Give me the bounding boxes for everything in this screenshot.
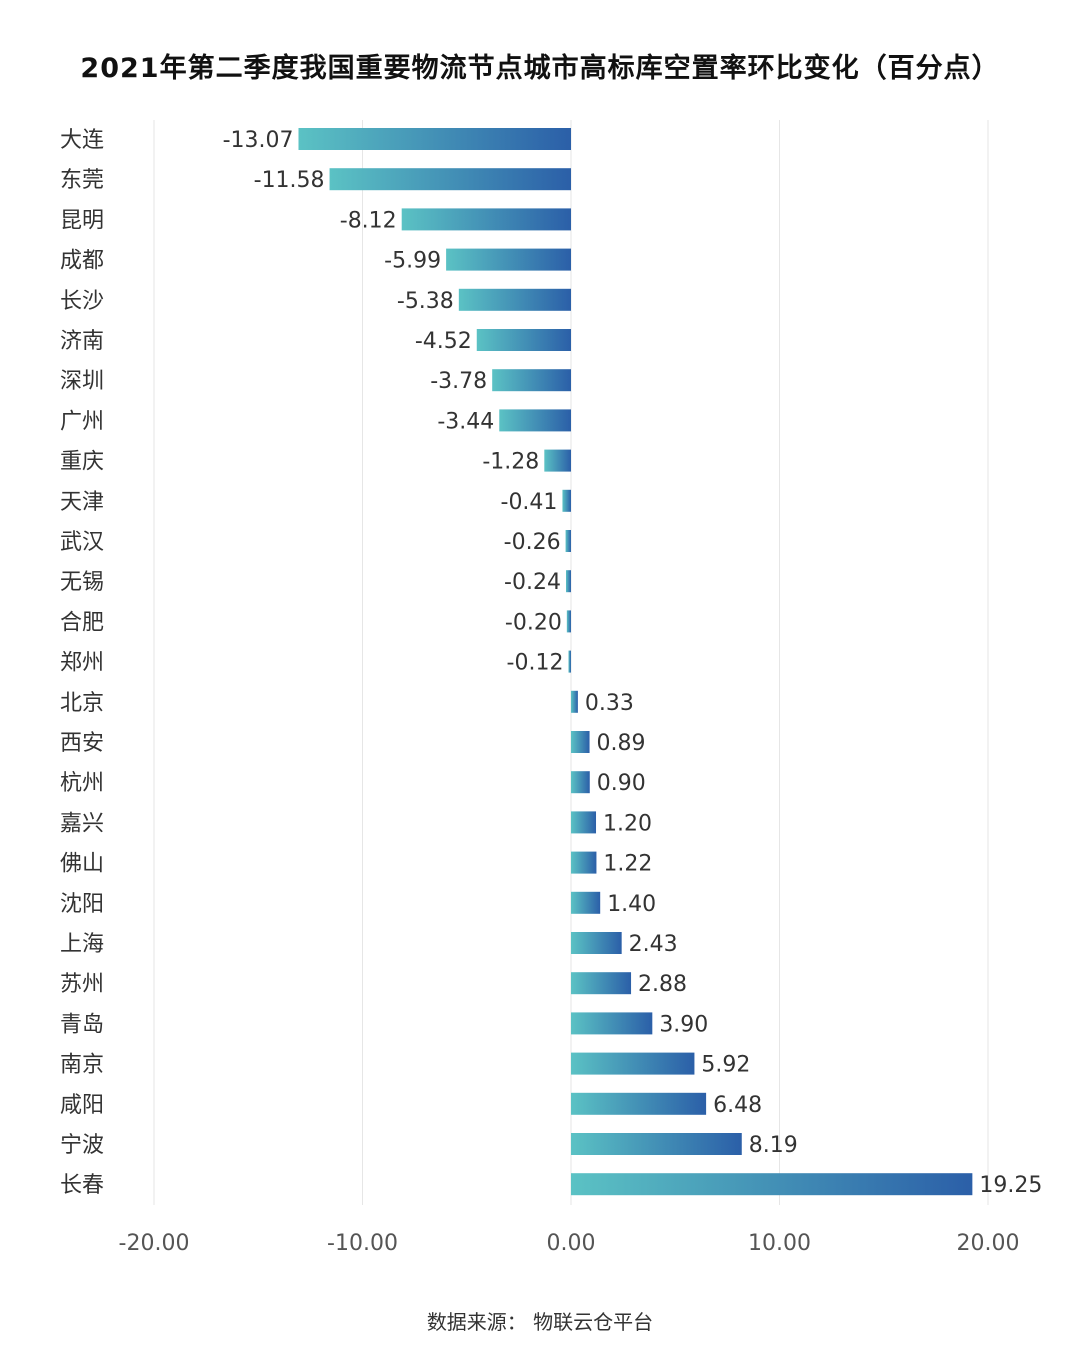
value-label: 5.92 [701, 1053, 750, 1078]
value-label: 0.33 [585, 691, 634, 716]
category-label: 广州 [60, 409, 104, 434]
category-label: 成都 [60, 249, 104, 274]
category-label: 咸阳 [60, 1093, 104, 1118]
bar [571, 690, 578, 713]
category-label: 长春 [60, 1173, 104, 1198]
x-tick-label: -20.00 [119, 1231, 190, 1256]
bars [298, 128, 973, 1196]
category-label: 上海 [60, 932, 104, 957]
value-label: 0.89 [597, 731, 646, 756]
x-tick-label: 20.00 [957, 1231, 1020, 1256]
value-label: -13.07 [223, 128, 294, 153]
category-label: 宁波 [60, 1133, 104, 1158]
bar [298, 128, 571, 150]
category-label: 武汉 [60, 530, 104, 555]
value-label: 1.40 [607, 892, 656, 917]
bar [568, 650, 571, 673]
bar [571, 731, 590, 753]
value-label: 2.43 [629, 932, 678, 957]
value-label: -0.24 [504, 570, 561, 595]
bar [571, 932, 622, 954]
value-label: -3.78 [430, 369, 487, 394]
value-label: 8.19 [749, 1133, 798, 1158]
value-label: 3.90 [659, 1012, 708, 1037]
category-label: 昆明 [60, 208, 104, 233]
labels: -20.00 -10.00 0.00 10.00 20.00 大连 -13.07 东莞 -11.… [60, 128, 1042, 1256]
category-label: 天津 [60, 490, 104, 515]
value-label: 1.22 [603, 852, 652, 877]
data-source-note: 数据来源： 物联云仓平台 [426, 1310, 654, 1334]
category-label: 无锡 [60, 570, 104, 595]
category-label: 青岛 [60, 1012, 104, 1037]
bar [566, 610, 571, 633]
value-label: 2.88 [638, 972, 687, 997]
bar [571, 771, 590, 794]
value-label: -5.99 [384, 249, 441, 274]
bar [571, 972, 632, 995]
bar [571, 851, 597, 874]
value-label: -8.12 [340, 208, 397, 233]
category-label: 长沙 [60, 289, 104, 314]
category-label: 沈阳 [60, 892, 104, 917]
bar [401, 208, 571, 231]
value-label: -11.58 [254, 168, 325, 193]
value-label: -0.20 [505, 610, 562, 635]
value-label: -0.41 [501, 490, 558, 515]
value-label: -0.26 [504, 530, 561, 555]
category-label: 西安 [60, 731, 104, 756]
value-label: -4.52 [415, 329, 472, 354]
bar [565, 530, 571, 552]
category-label: 南京 [60, 1053, 104, 1078]
value-label: 6.48 [713, 1093, 762, 1118]
bar [492, 369, 571, 392]
category-label: 深圳 [60, 369, 104, 394]
bar [458, 288, 571, 311]
category-label: 苏州 [60, 972, 104, 997]
value-label: 19.25 [979, 1173, 1042, 1198]
category-label: 佛山 [60, 852, 104, 877]
bar [329, 168, 571, 191]
value-label: 1.20 [603, 811, 652, 836]
bar [446, 248, 571, 271]
category-label: 合肥 [60, 610, 104, 635]
category-label: 杭州 [60, 771, 104, 796]
chart-title: 2021年第二季度我国重要物流节点城市高标库空置率环比变化（百分点） [80, 53, 1000, 84]
category-label: 嘉兴 [60, 811, 104, 836]
x-tick-label: -10.00 [327, 1231, 398, 1256]
bar [565, 570, 571, 593]
category-label: 重庆 [60, 450, 104, 475]
bar [571, 891, 601, 914]
category-label: 郑州 [60, 651, 104, 676]
bar [571, 1173, 973, 1196]
category-label: 北京 [60, 691, 104, 716]
bar [562, 489, 571, 512]
x-tick-label: 0.00 [547, 1231, 596, 1256]
x-tick-label: 10.00 [748, 1231, 811, 1256]
bar [571, 811, 597, 834]
value-label: -5.38 [397, 289, 454, 314]
bar [544, 449, 571, 472]
bar [571, 1012, 653, 1035]
bar [499, 409, 571, 432]
value-label: 0.90 [597, 771, 646, 796]
category-label: 大连 [60, 128, 104, 153]
category-label: 东莞 [60, 168, 104, 193]
bar [571, 1092, 707, 1115]
value-label: -1.28 [482, 450, 539, 475]
value-label: -3.44 [437, 409, 494, 434]
value-label: -0.12 [507, 651, 564, 676]
bar [476, 329, 571, 351]
bar [571, 1052, 695, 1075]
category-label: 济南 [60, 329, 104, 354]
bar-chart: -20.00 -10.00 0.00 10.00 20.00 大连 -13.07 东莞 -11.… [60, 120, 1042, 1256]
bar [571, 1133, 742, 1155]
